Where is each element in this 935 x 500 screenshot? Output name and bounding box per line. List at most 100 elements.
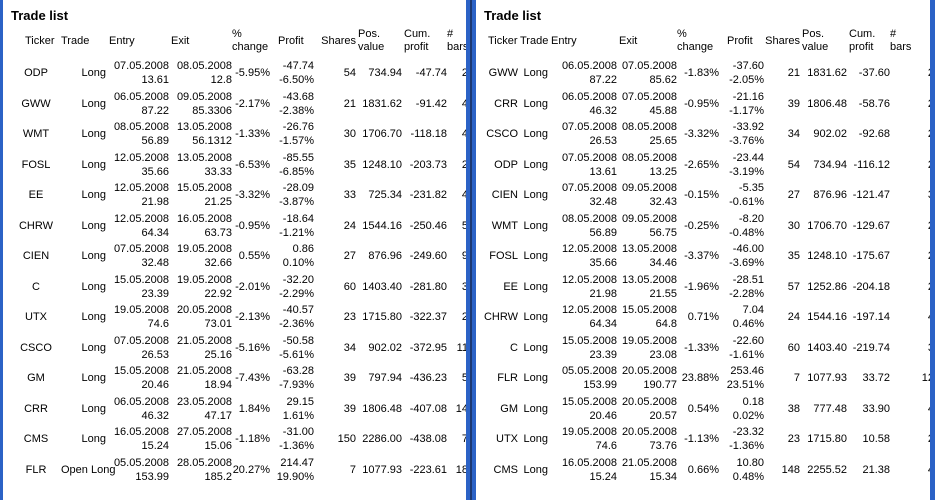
column-header-pct-change[interactable]: % change <box>232 28 269 53</box>
cell-entry: 12.05.2008 64.34 <box>561 304 617 331</box>
cell-pos-value: 902.02 <box>368 341 402 354</box>
trade-row[interactable]: CSCO Long 07.05.2008 26.53 08.05.2008 25.65 -3… <box>478 119 930 150</box>
cell-ticker: CHRW <box>483 311 518 324</box>
trade-row[interactable]: WMT Long 08.05.2008 56.89 13.05.2008 56.1312-… <box>11 119 466 150</box>
column-header-cum-profit[interactable]: Cum. profit <box>404 28 431 53</box>
cell-entry: 15.05.2008 23.39 <box>113 273 169 300</box>
column-header-exit[interactable]: Exit <box>619 34 638 47</box>
cell-entry: 12.05.2008 35.66 <box>561 243 617 270</box>
trade-row[interactable]: CHRW Long 12.05.2008 64.34 16.05.2008 63.73 -0… <box>11 211 466 242</box>
column-header-pct-change[interactable]: % change <box>677 28 714 53</box>
cell-entry: 06.05.2008 87.22 <box>561 60 617 87</box>
column-header-profit[interactable]: Profit <box>278 34 304 47</box>
column-header-exit[interactable]: Exit <box>171 34 190 47</box>
trade-row[interactable]: CMS Long 16.05.2008 15.24 21.05.2008 15.34 0.6… <box>478 455 930 486</box>
cell-cum-profit: 10.58 <box>862 433 890 446</box>
trade-row[interactable]: GM Long 15.05.2008 20.46 21.05.2008 18.94 -7.4… <box>11 363 466 394</box>
trade-row[interactable]: CSCO Long 07.05.2008 26.53 21.05.2008 25.16 -5… <box>11 333 466 364</box>
cell-pct-change: -5.95% <box>235 67 270 80</box>
column-header-pos-value[interactable]: Pos. value <box>802 28 829 53</box>
cell-shares: 35 <box>343 158 356 171</box>
cell-trade: Long <box>81 97 106 110</box>
column-header-bars[interactable]: # bars <box>890 28 912 53</box>
trade-row[interactable]: CHRW Long 12.05.2008 64.34 15.05.2008 64.8 0.7… <box>478 302 930 333</box>
trade-row[interactable]: EE Long 12.05.2008 21.98 15.05.2008 21.25 -3.3… <box>11 180 466 211</box>
cell-shares: 148 <box>781 463 800 476</box>
cell-entry: 15.05.2008 23.39 <box>561 334 617 361</box>
column-header-bars[interactable]: # bars <box>447 28 469 53</box>
cell-trade: Long <box>81 402 106 415</box>
cell-cum-profit: -372.95 <box>409 341 447 354</box>
column-header-profit[interactable]: Profit <box>727 34 753 47</box>
trade-row[interactable]: C Long 15.05.2008 23.39 19.05.2008 22.92 -2.01… <box>11 272 466 303</box>
trade-row[interactable]: CMS Long 16.05.2008 15.24 27.05.2008 15.06 -1.… <box>11 424 466 455</box>
cell-profit: 0.86 0.10% <box>282 243 314 270</box>
cell-pos-value: 1715.80 <box>807 433 847 446</box>
cell-profit: -28.09 -3.87% <box>279 182 314 209</box>
cell-bars: 2 <box>461 311 468 324</box>
column-header-ticker[interactable]: Ticker <box>25 34 55 47</box>
cell-ticker: CMS <box>493 463 518 476</box>
trade-row[interactable]: CRR Long 06.05.2008 46.32 23.05.2008 47.17 1.8… <box>11 394 466 425</box>
trade-row[interactable]: CIEN Long 07.05.2008 32.48 09.05.2008 32.43 -0… <box>478 180 930 211</box>
cell-profit: -28.51 -2.28% <box>729 273 764 300</box>
trade-row[interactable]: WMT Long 08.05.2008 56.89 09.05.2008 56.75 -0.… <box>478 211 930 242</box>
column-header-trade[interactable]: Trade <box>520 34 549 47</box>
trade-row[interactable]: GM Long 15.05.2008 20.46 20.05.2008 20.57 0.54… <box>478 394 930 425</box>
trade-row[interactable]: GWW Long 06.05.2008 87.22 07.05.2008 85.62 -1.… <box>478 58 934 89</box>
cell-ticker: FOSL <box>489 250 518 263</box>
column-header-cum-profit[interactable]: Cum. profit <box>849 28 876 53</box>
trade-row[interactable]: GWW Long 06.05.2008 87.22 09.05.2008 85.3306-… <box>11 89 466 120</box>
column-header-ticker[interactable]: Ticker <box>488 34 518 47</box>
trade-row[interactable]: UTX Long 19.05.2008 74.6 20.05.2008 73.76 -1.1… <box>478 424 930 455</box>
cell-ticker: GM <box>500 402 518 415</box>
cell-shares: 24 <box>787 311 800 324</box>
trade-row[interactable]: FLR Open Long 05.05.2008 153.99 28.05.2008 18… <box>11 455 466 486</box>
trade-row[interactable]: ODP Long 07.05.2008 13.61 08.05.2008 12.8 -5.9… <box>11 58 466 89</box>
cell-cum-profit: -121.47 <box>852 189 890 202</box>
column-header-entry[interactable]: Entry <box>551 34 577 47</box>
column-header-entry[interactable]: Entry <box>109 34 135 47</box>
cell-pos-value: 1248.10 <box>362 158 402 171</box>
trade-row[interactable]: ODP Long 07.05.2008 13.61 08.05.2008 13.25 -2.… <box>478 150 930 181</box>
trade-row[interactable]: CRR Long 06.05.2008 46.32 07.05.2008 45.88 -0.… <box>478 89 930 120</box>
column-header-shares[interactable]: Shares <box>765 34 800 47</box>
cell-exit: 21.05.2008 25.16 <box>176 334 232 361</box>
cell-exit: 20.05.2008 73.76 <box>621 426 677 453</box>
cell-profit: 29.15 1.61% <box>282 395 314 422</box>
cell-ticker: CHRW <box>18 219 53 232</box>
trade-row[interactable]: FOSL Long 12.05.2008 35.66 13.05.2008 34.46 -3… <box>478 241 930 272</box>
cell-ticker: GWW <box>21 97 51 110</box>
cell-cum-profit: -47.74 <box>415 67 447 80</box>
cell-pos-value: 1252.86 <box>807 280 847 293</box>
trade-row[interactable]: C Long 15.05.2008 23.39 19.05.2008 23.08 -1.33… <box>478 333 930 364</box>
column-header-pos-value[interactable]: Pos. value <box>358 28 385 53</box>
column-header-shares[interactable]: Shares <box>321 34 356 47</box>
cell-profit: -32.20 -2.29% <box>279 273 314 300</box>
trade-row[interactable]: CIEN Long 07.05.2008 32.48 19.05.2008 32.66 0.… <box>11 241 466 272</box>
cell-trade: Long <box>523 372 548 385</box>
trade-row[interactable]: EE Long 12.05.2008 21.98 13.05.2008 21.55 -1.9… <box>478 272 930 303</box>
cell-entry: 07.05.2008 26.53 <box>561 121 617 148</box>
cell-ticker: CRR <box>24 402 48 415</box>
cell-entry: 19.05.2008 74.6 <box>561 426 617 453</box>
cell-exit: 19.05.2008 32.66 <box>176 243 232 270</box>
cell-shares: 60 <box>787 341 800 354</box>
column-header-trade[interactable]: Trade <box>61 34 90 47</box>
trade-row[interactable]: UTX Long 19.05.2008 74.6 20.05.2008 73.01 -2.1… <box>11 302 468 333</box>
trade-row[interactable]: FOSL Long 12.05.2008 35.66 13.05.2008 33.33 -6… <box>11 150 466 181</box>
cell-profit: -37.60 -2.05% <box>729 60 764 87</box>
cell-exit: 27.05.2008 15.06 <box>176 426 232 453</box>
trade-row[interactable]: FLR Long 05.05.2008 153.99 20.05.2008 190.77 2… <box>478 363 930 394</box>
cell-pct-change: -2.17% <box>235 97 270 110</box>
cell-pos-value: 1831.62 <box>362 97 402 110</box>
cell-pct-change: 23.88% <box>681 372 719 385</box>
cell-pos-value: 2286.00 <box>362 433 402 446</box>
cell-exit: 19.05.2008 23.08 <box>621 334 677 361</box>
cell-exit: 09.05.2008 85.3306 <box>176 90 232 117</box>
cell-bars: 2 <box>927 67 934 80</box>
cell-pos-value: 1715.80 <box>362 311 402 324</box>
cell-cum-profit: -223.61 <box>409 463 447 476</box>
cell-exit: 15.05.2008 21.25 <box>176 182 232 209</box>
cell-pct-change: -2.01% <box>235 280 270 293</box>
